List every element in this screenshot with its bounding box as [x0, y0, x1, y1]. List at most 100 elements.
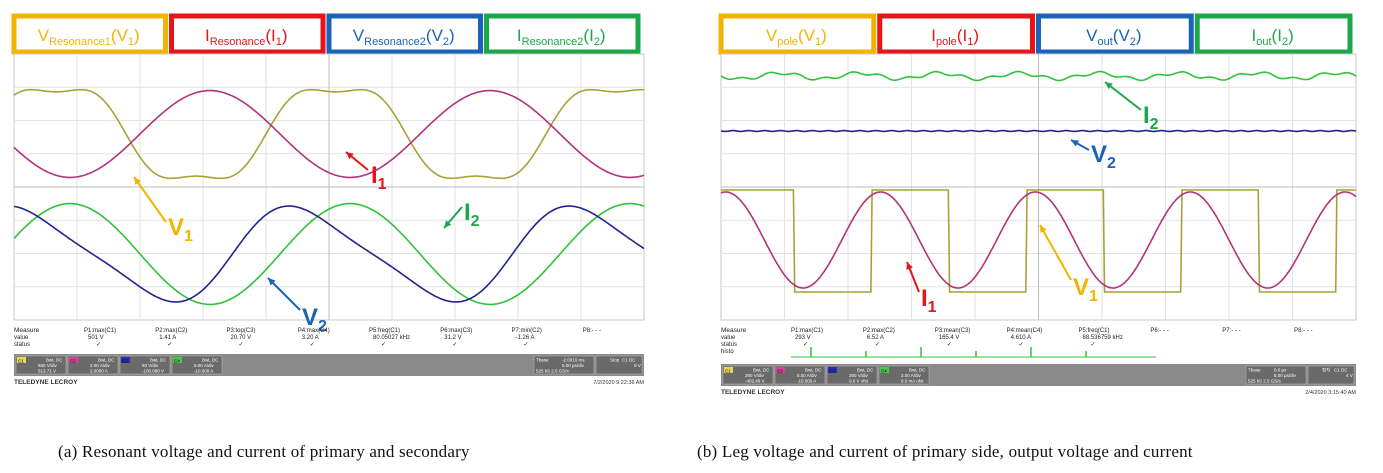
trace-i2	[720, 70, 1357, 82]
annotation-letter: V	[1091, 141, 1107, 168]
legend-label-3-close: )	[1136, 26, 1142, 45]
measure-col-name: P6:max(C3)	[440, 328, 472, 334]
channel-box-c1	[15, 355, 67, 375]
timebase-rate: 525 kS 2.5 GS/s	[536, 369, 570, 374]
legend-box-2	[877, 13, 1035, 55]
annotation-i1: I1	[921, 285, 937, 316]
measure-row-label: status	[721, 342, 737, 348]
measure-col-status: ✓	[239, 342, 244, 348]
arrow-v1	[133, 176, 167, 223]
measure-col-name: P1:max(C1)	[84, 328, 116, 334]
legend-label-2-main: I	[205, 26, 210, 45]
caption-a: (a) Resonant voltage and current of prim…	[58, 442, 470, 461]
measure-col-status: ✓	[167, 342, 172, 348]
channel-swatch	[828, 367, 837, 373]
annotation-subscript: 2	[1107, 155, 1116, 172]
measure-col-name: P5:freq(C1)	[369, 328, 400, 334]
legend-label-3-main: V	[353, 26, 365, 45]
channel-swatch	[69, 357, 78, 363]
channel-swatch	[724, 367, 733, 373]
channel-offset: -402.49 V	[745, 379, 765, 384]
annotation-subscript: 1	[928, 299, 937, 316]
trigger-label: C1 DC	[1334, 368, 1348, 373]
channel-scale: 500 V/div	[38, 363, 58, 368]
measure-col-value: 293 V	[795, 335, 811, 341]
measure-col-value: 3.20 A	[302, 335, 319, 341]
trace-v2	[13, 205, 645, 303]
measure-col-name: P3:top(C3)	[227, 328, 256, 334]
channel-coupling: BwL DC	[805, 368, 822, 373]
legend-box-4	[1194, 13, 1353, 55]
timebase-label: Tbase	[536, 358, 549, 363]
legend-label-2: IResonance(I1)	[205, 26, 288, 48]
channel-coupling: BwL DC	[150, 358, 167, 363]
channel-offset: -10.000 A	[194, 369, 213, 374]
measure-col-value: 88.536759 kHz	[1083, 335, 1123, 341]
trace-i1	[720, 191, 1357, 289]
annotation-v1: V1	[1073, 274, 1098, 305]
annotation-v1: V1	[168, 214, 193, 245]
measure-col-value: 31.2 V	[444, 335, 461, 341]
measure-col-status: ✓	[381, 342, 386, 348]
measure-col-name: P5:freq(C1)	[1079, 328, 1110, 334]
channel-id: C3	[122, 359, 128, 364]
measure-col-name: P7:min(C2)	[512, 328, 542, 334]
channel-offset: -100.088 V	[142, 369, 164, 374]
channel-scale: 2.00 A/div	[90, 363, 111, 368]
legend-label-3-sub: out	[1098, 36, 1113, 48]
measure-row-label: histo	[721, 349, 734, 355]
measure-row-label: status	[14, 342, 30, 348]
legend-label-1-suffix: (V	[111, 26, 129, 45]
legend-label-1-close: )	[134, 26, 140, 45]
legend-label-4-main: I	[1252, 26, 1257, 45]
scope-b: Vpole(V1) Ipole(I1) Vout(V2) Iout(I2)I2V2V1…	[718, 13, 1357, 396]
measure-col-value: 165.4 V	[939, 335, 960, 341]
measure-col-status: ✓	[803, 342, 808, 348]
trace-v2	[720, 129, 1357, 133]
annotation-v2: V2	[302, 304, 327, 335]
legend-box-3	[326, 13, 483, 55]
legend-label-1-main: V	[766, 26, 778, 45]
timebase-rate: 525 kS 2.5 GS/s	[1248, 379, 1282, 384]
legend-label-3: VResonance2(V2)	[353, 26, 455, 48]
annotation-letter: I	[921, 285, 928, 312]
legend-label-2-suffix: (I	[265, 26, 275, 45]
legend-label-4-suffix: (I	[583, 26, 593, 45]
channel-id: C4	[881, 369, 887, 374]
measure-col-name: P8:- - -	[1294, 328, 1312, 334]
legend-label-1-sub: pole	[777, 36, 798, 48]
arrow-i2-head	[444, 220, 452, 228]
timebase-box	[1245, 365, 1307, 385]
channel-swatch	[173, 357, 182, 363]
measure-row-label: value	[721, 335, 736, 341]
arrow-v1-head	[1040, 225, 1047, 233]
channel-id: C4	[174, 359, 180, 364]
measure-col-name: P3:mean(C3)	[935, 328, 971, 334]
legend-label-4-main: I	[517, 26, 522, 45]
channel-swatch	[17, 357, 26, 363]
trigger-mode: Stop	[610, 358, 620, 363]
channel-coupling: BwL DC	[202, 358, 219, 363]
measure-row-label: value	[14, 335, 29, 341]
legend-label-1-suffix_sub: 1	[128, 36, 134, 48]
timebase-box	[533, 355, 595, 375]
arrow-v2-head	[268, 278, 276, 286]
arrow-i1-head	[346, 152, 354, 160]
trigger-level: 4 V	[1346, 373, 1353, 378]
legend-label-2-close: )	[973, 26, 979, 45]
measure-col-value: 1.41 A	[159, 335, 176, 341]
trace-v1	[721, 189, 1356, 293]
timestamp: 7/2/2020 9:22:36 AM	[593, 380, 644, 386]
measure-col-status: ✓	[875, 342, 880, 348]
measure-header: Measure	[721, 327, 747, 334]
timebase-offset: -2.0010 ms	[562, 358, 585, 363]
arrow-i1-head	[906, 262, 913, 270]
channel-id: C3	[829, 369, 835, 374]
channel-coupling: BwL DC	[753, 368, 770, 373]
legend-label-3-suffix: (V	[1113, 26, 1131, 45]
channel-id: C1	[18, 359, 24, 364]
legend-label-2-sub: pole	[936, 36, 957, 48]
channel-scale: 5.00 A/div	[797, 373, 818, 378]
annotation-i2: I2	[1143, 102, 1159, 133]
channel-scale: 50 V/div	[142, 363, 159, 368]
